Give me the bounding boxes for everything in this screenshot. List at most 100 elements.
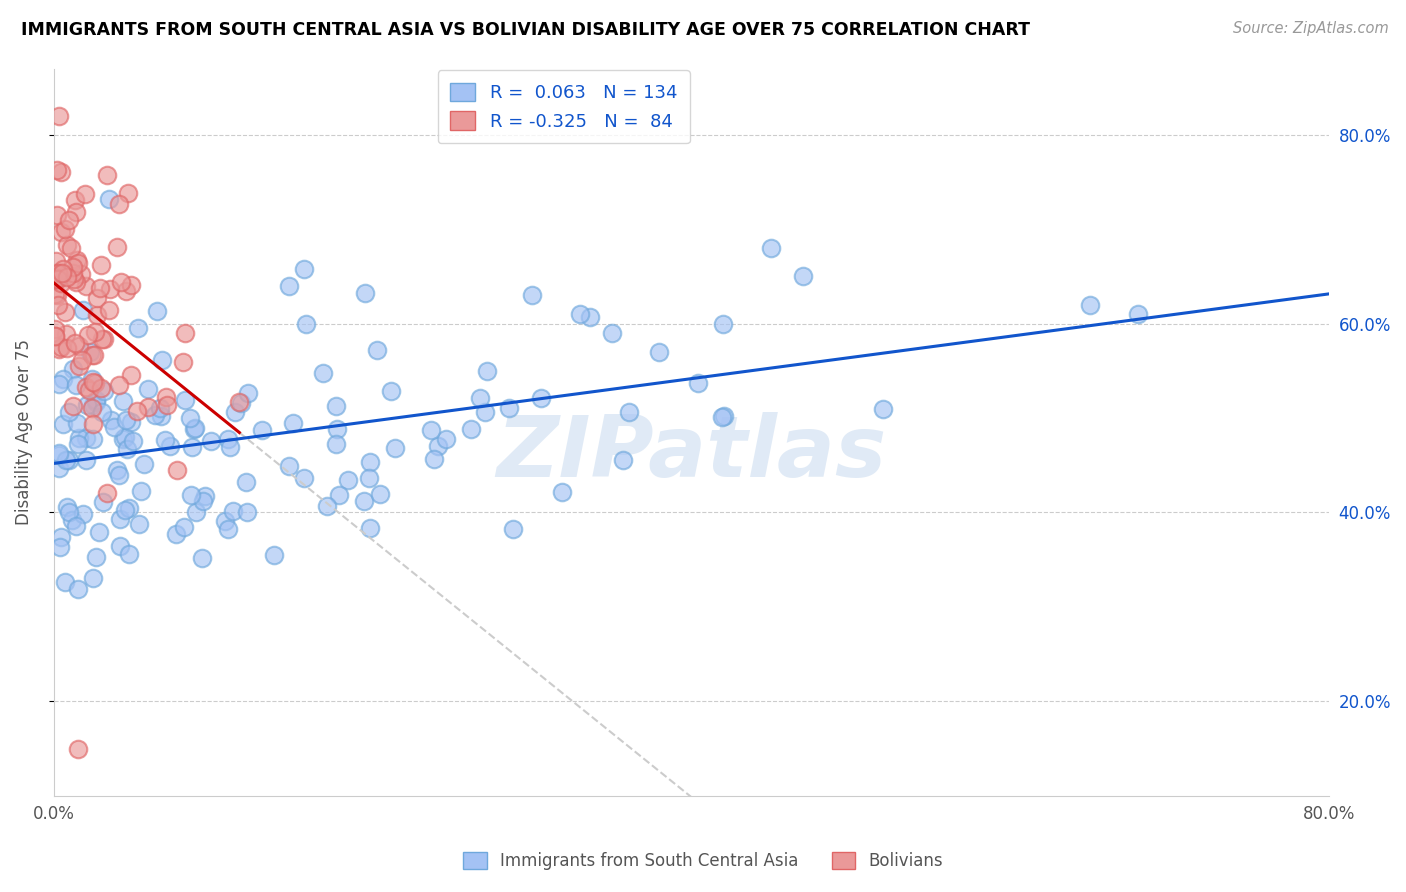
Point bbox=[70, 353, 93, 368]
Point bbox=[72, 507, 94, 521]
Point bbox=[62, 399, 84, 413]
Point bbox=[222, 504, 245, 518]
Point bbox=[98, 282, 121, 296]
Point bbox=[498, 401, 520, 416]
Point bbox=[191, 551, 214, 566]
Point bbox=[91, 332, 114, 346]
Point bbox=[83, 376, 105, 390]
Point bbox=[173, 326, 195, 340]
Point bbox=[183, 422, 205, 436]
Point bbox=[155, 391, 177, 405]
Point bbox=[336, 473, 359, 487]
Point bbox=[89, 280, 111, 294]
Point bbox=[67, 339, 90, 353]
Point bbox=[53, 575, 76, 590]
Point bbox=[120, 415, 142, 429]
Point bbox=[184, 421, 207, 435]
Point bbox=[792, 269, 814, 284]
Point bbox=[51, 266, 73, 280]
Point bbox=[53, 305, 76, 319]
Point bbox=[62, 266, 84, 280]
Point bbox=[159, 439, 181, 453]
Point bbox=[80, 401, 103, 416]
Point bbox=[108, 197, 131, 211]
Point bbox=[228, 395, 250, 409]
Point bbox=[502, 523, 524, 537]
Point bbox=[108, 540, 131, 554]
Point bbox=[325, 399, 347, 413]
Point bbox=[193, 494, 215, 508]
Point bbox=[1126, 307, 1149, 321]
Point bbox=[52, 372, 75, 386]
Point bbox=[419, 423, 441, 437]
Point bbox=[277, 459, 299, 474]
Point bbox=[91, 494, 114, 508]
Point bbox=[568, 307, 591, 321]
Point bbox=[84, 392, 107, 407]
Point bbox=[82, 375, 104, 389]
Point bbox=[384, 441, 406, 455]
Point bbox=[612, 453, 634, 467]
Point bbox=[711, 317, 734, 331]
Point bbox=[45, 271, 67, 285]
Point bbox=[58, 453, 80, 467]
Text: Source: ZipAtlas.com: Source: ZipAtlas.com bbox=[1233, 21, 1389, 36]
Point bbox=[93, 333, 115, 347]
Point bbox=[132, 457, 155, 471]
Point bbox=[82, 432, 104, 446]
Point bbox=[105, 240, 128, 254]
Point bbox=[357, 470, 380, 484]
Point bbox=[96, 168, 118, 182]
Point bbox=[292, 261, 315, 276]
Point bbox=[46, 288, 69, 302]
Point bbox=[172, 355, 194, 369]
Point bbox=[366, 343, 388, 357]
Point bbox=[75, 452, 97, 467]
Point bbox=[77, 327, 100, 342]
Point bbox=[354, 286, 377, 301]
Point bbox=[67, 431, 90, 445]
Point bbox=[115, 284, 138, 298]
Point bbox=[474, 405, 496, 419]
Point bbox=[115, 412, 138, 426]
Point bbox=[359, 521, 381, 535]
Point bbox=[114, 502, 136, 516]
Point bbox=[328, 487, 350, 501]
Point bbox=[173, 520, 195, 534]
Point bbox=[143, 408, 166, 422]
Point bbox=[49, 540, 72, 554]
Point bbox=[114, 430, 136, 444]
Point bbox=[115, 442, 138, 457]
Point bbox=[368, 487, 391, 501]
Point bbox=[49, 530, 72, 544]
Point bbox=[90, 259, 112, 273]
Point bbox=[194, 489, 217, 503]
Point bbox=[89, 524, 111, 539]
Point bbox=[530, 391, 553, 405]
Point bbox=[83, 325, 105, 339]
Point bbox=[56, 269, 79, 284]
Point bbox=[619, 405, 641, 419]
Point bbox=[66, 741, 89, 756]
Point bbox=[136, 400, 159, 414]
Point bbox=[118, 547, 141, 561]
Point bbox=[82, 417, 104, 432]
Point bbox=[281, 416, 304, 430]
Point bbox=[100, 412, 122, 426]
Point bbox=[75, 187, 97, 202]
Point bbox=[112, 394, 135, 409]
Point bbox=[76, 398, 98, 412]
Point bbox=[60, 513, 83, 527]
Point bbox=[82, 571, 104, 585]
Point bbox=[45, 162, 67, 177]
Point bbox=[250, 423, 273, 437]
Point bbox=[82, 372, 104, 386]
Point bbox=[58, 213, 80, 227]
Point bbox=[48, 343, 70, 357]
Point bbox=[65, 275, 87, 289]
Text: ZIPatlas: ZIPatlas bbox=[496, 412, 886, 495]
Point bbox=[45, 208, 67, 222]
Point bbox=[236, 505, 259, 519]
Point bbox=[103, 419, 125, 434]
Point bbox=[427, 439, 450, 453]
